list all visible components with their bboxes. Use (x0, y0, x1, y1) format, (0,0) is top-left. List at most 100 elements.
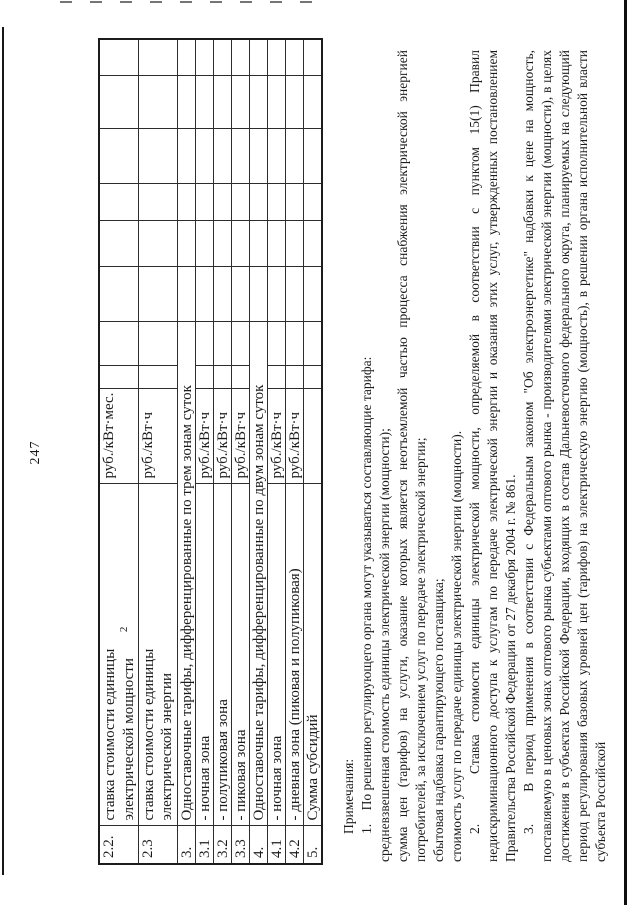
table-row: 3.3 - пиковая зона руб./кВт·ч (231, 39, 250, 864)
empty-value-cell (213, 221, 232, 267)
empty-value-cell (99, 221, 139, 267)
empty-value-cell (249, 76, 268, 129)
row-unit (303, 389, 322, 484)
row-name: - ночная зона (267, 484, 286, 826)
table-row: 4.1 - ночная зона руб./кВт·ч (267, 39, 286, 864)
empty-value-cell (99, 39, 139, 76)
empty-value-cell (195, 39, 214, 76)
row-unit: руб./кВт·ч (213, 389, 232, 484)
empty-value-cell (285, 129, 304, 184)
row-number: 4. (249, 826, 268, 864)
table-row: 2.2. ставка стоимости единицы электричес… (99, 39, 139, 864)
empty-value-cell (285, 39, 304, 76)
empty-value-cell (231, 129, 250, 184)
empty-value-cell (138, 221, 178, 267)
empty-value-cell (195, 184, 214, 221)
empty-value-cell (195, 267, 214, 322)
empty-value-cell (285, 366, 304, 389)
row-number: 2.2. (99, 826, 139, 864)
empty-value-cell (267, 39, 286, 76)
row-number: 3.1 (195, 826, 214, 864)
empty-value-cell (285, 184, 304, 221)
note-1-item: стоимость услуг по передаче единицы элек… (449, 430, 464, 862)
empty-value-cell (177, 39, 196, 76)
empty-value-cell (213, 366, 232, 389)
row-name: - полупиковая зона (213, 484, 232, 826)
empty-value-cell (195, 221, 214, 267)
notes-heading: Примечания: (341, 758, 356, 834)
note-2: 2. Ставка стоимости единицы электрическо… (467, 50, 518, 862)
row-name-line: ставка стоимости единицы (102, 648, 118, 821)
note-1-item: сбытовая надбавка гарантирующего поставщ… (431, 578, 446, 862)
row-name: - пиковая зона (231, 484, 250, 826)
row-name: - дневная зона (пиковая и полупиковая) (285, 484, 304, 826)
empty-value-cell (177, 76, 196, 129)
empty-value-cell (99, 129, 139, 184)
empty-value-cell (213, 267, 232, 322)
row-name: ставка стоимости единицы электрической м… (99, 484, 139, 826)
empty-value-cell (177, 221, 196, 267)
empty-value-cell (303, 221, 322, 267)
empty-value-cell (138, 366, 178, 389)
page-number: 247 (28, 440, 43, 465)
empty-value-cell (138, 322, 178, 366)
empty-value-cell (249, 129, 268, 184)
empty-value-cell (231, 39, 250, 76)
empty-value-cell (303, 129, 322, 184)
empty-value-cell (213, 129, 232, 184)
empty-value-cell (249, 221, 268, 267)
empty-value-cell (285, 267, 304, 322)
empty-value-cell (177, 129, 196, 184)
table-row: 3.2 - полупиковая зона руб./кВт·ч (213, 39, 232, 864)
row-unit: руб./кВт·ч (195, 389, 214, 484)
empty-value-cell (249, 39, 268, 76)
empty-value-cell (195, 129, 214, 184)
empty-value-cell (99, 366, 139, 389)
empty-value-cell (99, 267, 139, 322)
row-number: 4.2 (285, 826, 304, 864)
empty-value-cell (99, 322, 139, 366)
empty-value-cell (177, 184, 196, 221)
scan-border-top (2, 27, 4, 875)
empty-value-cell (249, 184, 268, 221)
footnote-ref: 2 (118, 626, 130, 633)
table-row: 3. Одноставочные тарифы, дифференцирован… (177, 39, 196, 864)
empty-value-cell (231, 322, 250, 366)
tariff-table: 2.2. ставка стоимости единицы электричес… (98, 38, 323, 865)
empty-value-cell (267, 184, 286, 221)
empty-value-cell (138, 76, 178, 129)
empty-value-cell (231, 221, 250, 267)
note-3: 3. В период применения в соответствии с … (521, 50, 608, 862)
empty-value-cell (138, 267, 178, 322)
empty-value-cell (99, 76, 139, 129)
empty-value-cell (267, 322, 286, 366)
row-name: Сумма субсидий (303, 484, 322, 826)
row-number: 4.1 (267, 826, 286, 864)
empty-value-cell (231, 267, 250, 322)
row-unit: руб./кВт·мес. (99, 389, 139, 484)
row-name-line-text: электрической мощности (121, 658, 137, 821)
row-unit: руб./кВт·ч (138, 389, 178, 484)
empty-value-cell (267, 366, 286, 389)
empty-value-cell (195, 366, 214, 389)
empty-value-cell (285, 221, 304, 267)
empty-value-cell (195, 76, 214, 129)
empty-value-cell (213, 184, 232, 221)
row-unit: руб./кВт·ч (285, 389, 304, 484)
empty-value-cell (213, 322, 232, 366)
empty-value-cell (249, 267, 268, 322)
row-number: 3.2 (213, 826, 232, 864)
table-row: 4. Одноставочные тарифы, дифференцирован… (249, 39, 268, 864)
empty-value-cell (138, 129, 178, 184)
empty-value-cell (177, 267, 196, 322)
row-name-line: ставка стоимости единицы (141, 648, 157, 821)
note-1-item: средневзвешенная стоимость единицы элект… (377, 428, 392, 862)
empty-value-cell (267, 221, 286, 267)
note-1-item: сумма цен (тарифов) на услуги, оказание … (395, 50, 428, 862)
row-number: 2.3 (138, 826, 178, 864)
empty-value-cell (267, 267, 286, 322)
empty-value-cell (231, 184, 250, 221)
scan-border-bottom (624, 0, 627, 905)
